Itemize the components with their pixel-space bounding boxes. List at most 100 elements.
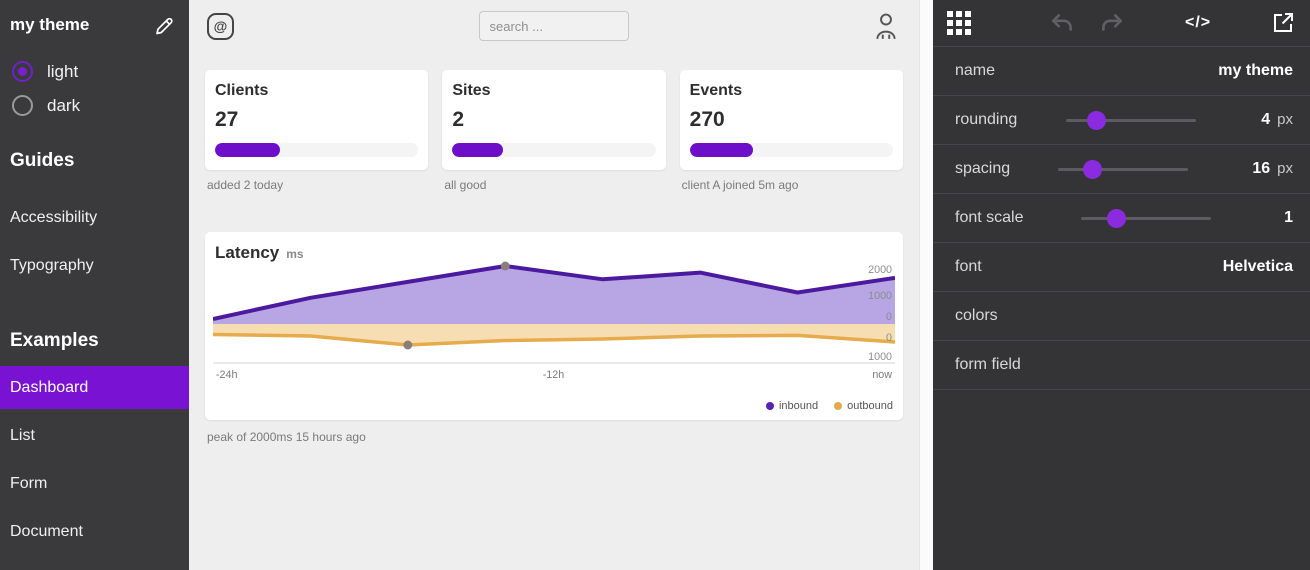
outbound-line <box>213 332 895 347</box>
ytick-0-in: 0 <box>886 311 892 323</box>
font-scale-slider[interactable] <box>1080 208 1211 228</box>
stat-cards-row: Clients 27 added 2 today Sites 2 <box>205 70 903 192</box>
search-input[interactable] <box>478 11 629 41</box>
outbound-dot-icon <box>834 402 843 410</box>
pencil-icon[interactable] <box>153 13 177 37</box>
row-label: name <box>955 62 996 79</box>
row-value: Helvetica <box>1222 258 1293 275</box>
latency-chart-section: Latency ms 2000 1000 0 0 100 <box>205 232 903 444</box>
code-icon[interactable]: </> <box>1185 14 1212 31</box>
chart-title-row: Latency ms <box>215 243 304 263</box>
radio-selected-icon[interactable] <box>12 61 33 82</box>
slider-thumb[interactable] <box>1087 110 1107 130</box>
chart-legend: inbound outbound <box>765 400 893 412</box>
preview-header: @ <box>189 0 933 52</box>
panel-row-name[interactable]: name my theme <box>933 47 1310 96</box>
row-label: form field <box>955 356 1021 373</box>
sidebar-item-document[interactable]: Document <box>10 523 83 540</box>
rounding-slider[interactable] <box>1066 110 1197 130</box>
progress-bar <box>452 143 656 157</box>
progress-bar <box>689 143 893 157</box>
slider-track[interactable] <box>1058 167 1189 171</box>
radio-option-dark[interactable]: dark <box>12 95 189 116</box>
inbound-line <box>213 264 895 321</box>
legend-item-inbound: inbound <box>765 400 819 412</box>
slider-thumb[interactable] <box>1106 208 1126 228</box>
card-caption: client A joined 5m ago <box>681 178 799 192</box>
row-value: 16 <box>1252 160 1271 177</box>
theme-mode-group: light dark <box>12 61 189 116</box>
row-unit: px <box>1277 111 1293 128</box>
card-value: 270 <box>689 108 725 131</box>
row-value: my theme <box>1218 62 1293 79</box>
progress-fill <box>689 143 753 157</box>
xtick-now: now <box>872 369 892 381</box>
inbound-dot-icon <box>765 402 774 410</box>
card: Sites 2 <box>442 70 666 170</box>
apps-grid-icon[interactable] <box>947 11 971 35</box>
sidebar-item-accessibility[interactable]: Accessibility <box>10 209 98 226</box>
radio-unselected-icon[interactable] <box>12 95 33 116</box>
ytick-1000-out: 1000 <box>868 351 892 363</box>
progress-fill <box>215 143 281 157</box>
card: Clients 27 <box>205 70 429 170</box>
inbound-area <box>213 266 895 324</box>
row-value: 4 <box>1261 111 1271 128</box>
inbound-peak-marker <box>500 261 510 271</box>
outbound-area <box>213 324 895 345</box>
app-logo-icon[interactable]: @ <box>207 12 234 40</box>
sidebar-item-form[interactable]: Form <box>10 475 48 492</box>
latency-chart: 2000 1000 0 0 1000 -24h -12h now <box>213 261 895 381</box>
stat-card-events: Events 270 client A joined 5m ago <box>679 70 903 192</box>
row-value: 1 <box>1284 209 1293 226</box>
preview-scrollbar[interactable] <box>919 0 933 570</box>
legend-label: outbound <box>847 400 893 412</box>
card-title: Clients <box>215 82 269 99</box>
spacing-slider[interactable] <box>1058 159 1189 179</box>
radio-option-light[interactable]: light <box>12 61 189 82</box>
card-value: 27 <box>215 108 239 131</box>
card-title: Sites <box>452 82 491 99</box>
card-caption: added 2 today <box>207 178 284 192</box>
panel-row-font[interactable]: font Helvetica <box>933 243 1310 292</box>
slider-track[interactable] <box>1066 118 1197 122</box>
sidebar-item-list[interactable]: List <box>10 427 35 444</box>
guides-nav: Accessibility Typography <box>0 194 189 290</box>
stat-card-clients: Clients 27 added 2 today <box>205 70 429 192</box>
section-heading-guides: Guides <box>10 150 75 171</box>
section-heading-examples: Examples <box>10 330 99 351</box>
theme-sidebar: my theme light dark Guides Accessibility… <box>0 0 189 570</box>
row-label: font scale <box>955 209 1024 226</box>
outbound-peak-marker <box>403 340 413 350</box>
slider-thumb[interactable] <box>1083 159 1103 179</box>
stat-card-sites: Sites 2 all good <box>442 70 666 192</box>
chart-title: Latency <box>215 243 280 262</box>
legend-item-outbound: outbound <box>834 400 893 412</box>
radio-label: dark <box>47 95 81 115</box>
panel-row-colors[interactable]: colors <box>933 292 1310 341</box>
sidebar-item-typography[interactable]: Typography <box>10 257 94 274</box>
ytick-0-out: 0 <box>886 332 892 344</box>
progress-bar <box>215 143 419 157</box>
card-title: Events <box>689 82 743 99</box>
legend-label: inbound <box>778 400 819 412</box>
panel-toolbar: </> <box>933 0 1310 47</box>
progress-fill <box>452 143 504 157</box>
theme-name-title: my theme <box>10 15 90 34</box>
ytick-2000: 2000 <box>868 264 892 276</box>
card-caption: all good <box>444 178 487 192</box>
ytick-1000: 1000 <box>868 290 892 302</box>
sidebar-item-dashboard[interactable]: Dashboard <box>0 366 189 409</box>
latency-chart-card: Latency ms 2000 1000 0 0 100 <box>205 232 903 420</box>
redo-icon[interactable] <box>1099 11 1125 35</box>
slider-track[interactable] <box>1080 216 1211 220</box>
chart-caption: peak of 2000ms 15 hours ago <box>207 430 366 444</box>
row-label: colors <box>955 307 998 324</box>
open-external-icon[interactable] <box>1270 11 1296 35</box>
row-unit: px <box>1277 160 1293 177</box>
xtick-24h: -24h <box>216 369 238 381</box>
person-icon[interactable] <box>873 12 899 40</box>
undo-icon[interactable] <box>1049 11 1075 35</box>
panel-row-form-field[interactable]: form field <box>933 341 1310 390</box>
